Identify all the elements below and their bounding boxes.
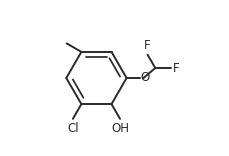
Text: OH: OH [111, 122, 129, 135]
Text: F: F [144, 39, 150, 52]
Text: Cl: Cl [67, 122, 78, 135]
Text: O: O [139, 71, 149, 85]
Text: F: F [172, 62, 178, 75]
